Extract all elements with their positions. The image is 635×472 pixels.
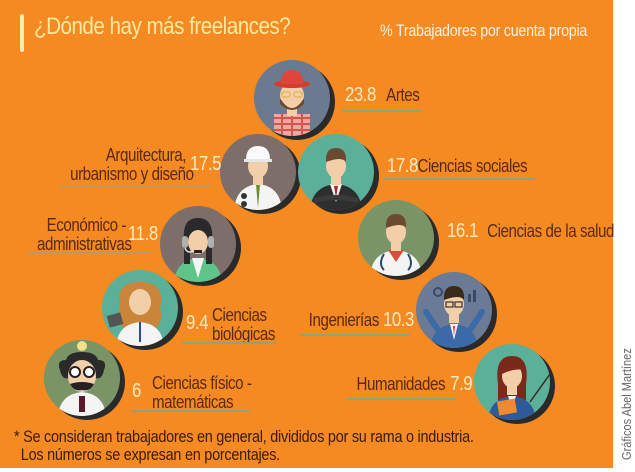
value-artes: 23.8 [344, 84, 376, 106]
label-fisico-line2: matemáticas [152, 392, 234, 412]
label-humanidades: Humanidades [356, 374, 446, 394]
label-economico-line1: Económico - [46, 215, 127, 235]
label-artes: Artes [386, 85, 421, 105]
title-accent-bar [20, 14, 24, 52]
chart-subtitle: % Trabajadores por cuenta propia [380, 21, 588, 40]
underline-humanidades [346, 398, 456, 400]
footnote-line2: Los números se expresan en porcentajes. [20, 445, 280, 464]
value-arquitectura: 17.5 [190, 153, 222, 175]
credit-text: Gráficos Abel Martínez [619, 348, 634, 460]
value-biologicas: 9.4 [186, 312, 209, 334]
architect-avatar-icon [220, 134, 296, 210]
item-sociales: 17.8 Ciencias sociales [384, 156, 538, 176]
underline-ingenierias [300, 334, 410, 336]
footnote-line1: * Se consideran trabajadores en general,… [14, 427, 474, 446]
label-salud: Ciencias de la salud [487, 221, 615, 241]
underline-sociales [384, 178, 534, 180]
value-economico: 11.8 [128, 223, 158, 245]
call-center-avatar-icon [160, 206, 236, 282]
value-sociales: 17.8 [386, 155, 418, 177]
businessman-avatar-icon [298, 134, 374, 210]
artist-avatar-icon [254, 60, 330, 136]
label-economico-line2: administrativas [36, 234, 132, 254]
underline-arquitectura [60, 185, 210, 187]
underline-biologicas [182, 342, 276, 344]
underline-fisico [132, 410, 250, 412]
value-ingenierias: 10.3 [382, 309, 414, 331]
item-ingenierias: Ingenierías 10.3 [302, 310, 417, 330]
chart-title: ¿Dónde hay más freelances? [34, 13, 291, 40]
scientist-woman-avatar-icon [102, 270, 178, 346]
mad-scientist-avatar-icon [44, 340, 120, 416]
item-biologicas: Ciencias biológicas [212, 306, 287, 343]
label-sociales: Ciencias sociales [417, 156, 528, 176]
value-fisico: 6 [132, 380, 141, 402]
item-humanidades: Humanidades 7.9 [348, 374, 474, 394]
label-fisico-line1: Ciencias físico - [152, 373, 252, 393]
teacher-avatar-icon [474, 344, 550, 420]
engineer-avatar-icon [416, 272, 492, 348]
item-fisico: Ciencias físico - matemáticas [152, 374, 271, 411]
label-biologicas-line2: biológicas [212, 324, 276, 344]
value-humanidades: 7.9 [450, 373, 473, 395]
doctor-avatar-icon [358, 200, 434, 276]
label-arquitectura-line2: urbanismo y diseño [70, 164, 194, 184]
item-salud: 16.1 Ciencias de la salud [444, 221, 627, 241]
value-salud: 16.1 [446, 220, 478, 242]
label-biologicas-line1: Ciencias [212, 305, 267, 325]
underline-artes [342, 110, 422, 112]
item-economico: Económico - administrativas [20, 215, 132, 254]
underline-economico [28, 252, 152, 254]
label-arquitectura-line1: Arquitectura, [105, 145, 187, 165]
label-ingenierias: Ingenierías [308, 310, 380, 330]
footnote: * Se consideran trabajadores en general,… [14, 428, 474, 464]
item-arquitectura: Arquitectura, urbanismo y diseño [48, 145, 194, 184]
item-artes: 23.8 Artes [342, 85, 423, 105]
infographic-panel: ¿Dónde hay más freelances? % Trabajadore… [0, 0, 615, 468]
